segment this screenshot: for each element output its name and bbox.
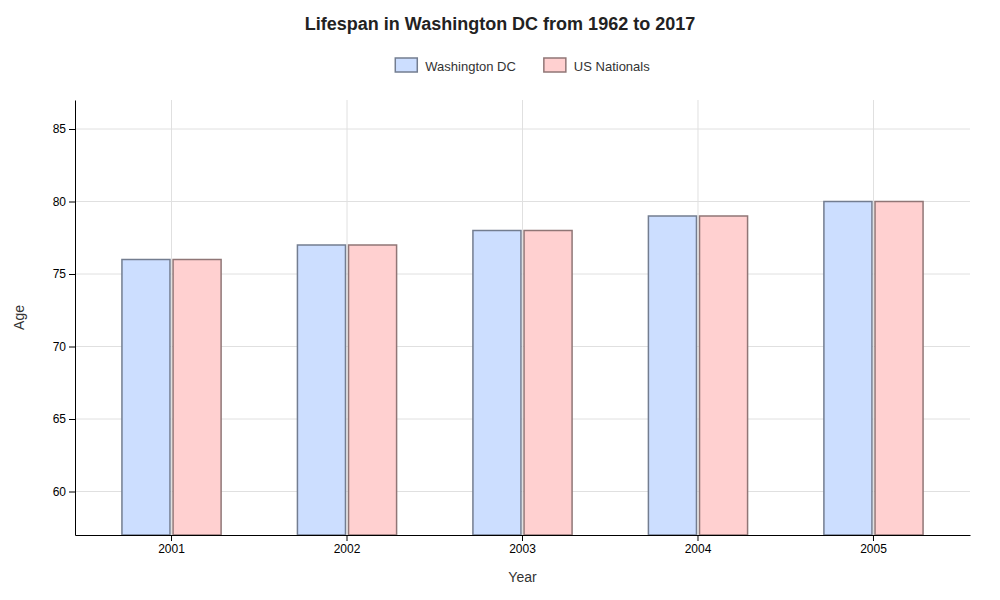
tick-label: 2002 <box>334 542 361 556</box>
tick-mark <box>347 535 348 541</box>
tick: 80 <box>53 195 75 209</box>
tick-mark <box>69 347 75 348</box>
grid-line <box>522 100 523 535</box>
tick-mark <box>873 535 874 541</box>
tick-label: 2005 <box>860 542 887 556</box>
bar <box>524 231 572 536</box>
tick-mark <box>69 492 75 493</box>
chart: 2001 2002 2003 2004 2005 60 65 70 75 80 85 Year Age L… <box>0 0 1000 600</box>
bar <box>297 245 345 535</box>
bar <box>875 202 923 536</box>
bar <box>122 260 170 536</box>
legend: Washington DC US Nationals <box>395 58 650 74</box>
tick: 75 <box>53 267 75 281</box>
grid-line <box>697 100 698 535</box>
tick-label: 85 <box>53 122 67 136</box>
tick-mark <box>69 202 75 203</box>
tick: 2005 <box>860 535 887 556</box>
tick-label: 2003 <box>509 542 536 556</box>
y-axis-title: Age <box>11 305 27 330</box>
tick: 2001 <box>158 535 185 556</box>
tick-label: 2001 <box>158 542 185 556</box>
tick: 2004 <box>685 535 712 556</box>
bar <box>173 260 221 536</box>
tick-label: 80 <box>53 195 67 209</box>
tick: 60 <box>53 485 75 499</box>
legend-label: US Nationals <box>574 59 650 74</box>
bar-series <box>122 202 872 536</box>
title: Lifespan in Washington DC from 1962 to 2… <box>305 14 695 34</box>
tick-mark <box>171 535 172 541</box>
bar <box>349 245 397 535</box>
legend-swatch <box>395 58 417 72</box>
bar <box>824 202 872 536</box>
tick-mark <box>69 274 75 275</box>
tick-mark <box>697 535 698 541</box>
grid-line <box>171 100 172 535</box>
tick: 65 <box>53 412 75 426</box>
tick-label: 70 <box>53 340 67 354</box>
tick-label: 60 <box>53 485 67 499</box>
y-axis: 60 65 70 75 80 85 <box>53 101 76 536</box>
tick: 85 <box>53 122 75 136</box>
tick-label: 65 <box>53 412 67 426</box>
tick: 2002 <box>334 535 361 556</box>
tick-mark <box>69 129 75 130</box>
legend-item: Washington DC <box>395 58 516 74</box>
legend-label: Washington DC <box>425 59 516 74</box>
axis-line <box>75 101 76 536</box>
bar <box>473 231 521 536</box>
bar <box>700 216 748 535</box>
plot: 2001 2002 2003 2004 2005 60 65 70 75 80 85 <box>53 100 971 556</box>
tick: 2003 <box>509 535 536 556</box>
tick-mark <box>522 535 523 541</box>
tick: 70 <box>53 340 75 354</box>
x-axis: 2001 2002 2003 2004 2005 <box>76 535 971 556</box>
tick-mark <box>69 419 75 420</box>
tick-label: 75 <box>53 267 67 281</box>
bar <box>648 216 696 535</box>
grid-line <box>873 100 874 535</box>
legend-item: US Nationals <box>544 58 650 74</box>
grid <box>75 100 970 535</box>
tick-label: 2004 <box>685 542 712 556</box>
x-axis-title: Year <box>508 569 537 585</box>
chart-container: 2001 2002 2003 2004 2005 60 65 70 75 80 85 Year Age L… <box>0 0 1000 600</box>
legend-swatch <box>544 58 566 72</box>
marks <box>122 202 923 536</box>
grid-line <box>347 100 348 535</box>
bar-series <box>173 202 923 536</box>
